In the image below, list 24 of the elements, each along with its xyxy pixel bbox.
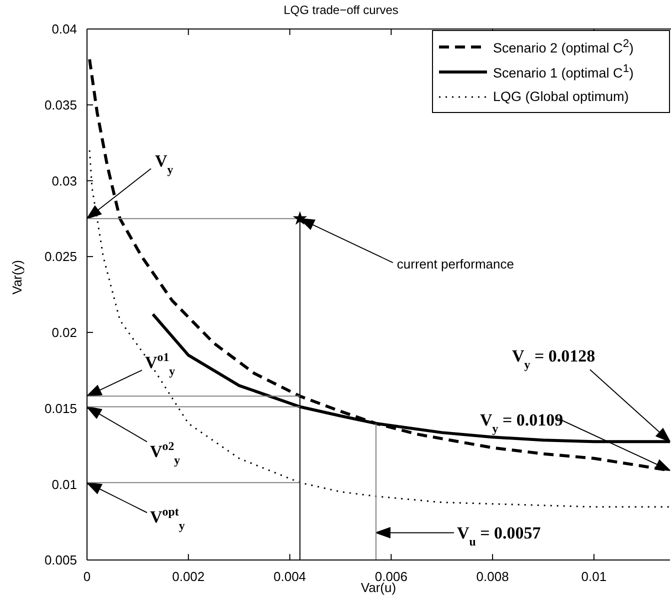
legend-label: Scenario 2 (optimal C$^{2}$)	[493, 38, 634, 56]
x-tick-label: 0.002	[172, 569, 205, 584]
x-axis-title: Var(u)	[360, 580, 396, 595]
x-tick-label: 0	[83, 569, 91, 584]
y-tick-label: 0.035	[44, 97, 77, 112]
y-tick-label: 0.005	[44, 552, 77, 568]
x-tick-label: 0.01	[581, 569, 607, 584]
y-axis-title: Var(y)	[10, 260, 25, 294]
y-tick-label: 0.03	[52, 173, 77, 188]
annotation: V$_{y}$ = 0.0109	[480, 410, 564, 436]
annotation: V$_{y}$ = 0.0128	[512, 346, 596, 372]
legend-label: Scenario 1 (optimal C$^{1}$)	[493, 62, 634, 80]
annotation: V$_{u}$ = 0.0057	[456, 524, 542, 549]
y-tick-label: 0.04	[52, 22, 77, 37]
y-tick-label: 0.01	[52, 476, 77, 492]
chart-title: LQG trade−off curves	[284, 3, 398, 17]
y-tick-label: 0.015	[44, 400, 77, 416]
x-tick-label: 0.008	[476, 569, 509, 584]
y-tick-label: 0.025	[44, 249, 77, 264]
y-tick-label: 0.02	[52, 325, 77, 340]
x-tick-label: 0.004	[274, 569, 306, 584]
legend-label: LQG (Global optimum)	[493, 89, 629, 104]
annotation: V$_{y}$	[155, 152, 174, 177]
annotation: current performance	[396, 256, 514, 272]
